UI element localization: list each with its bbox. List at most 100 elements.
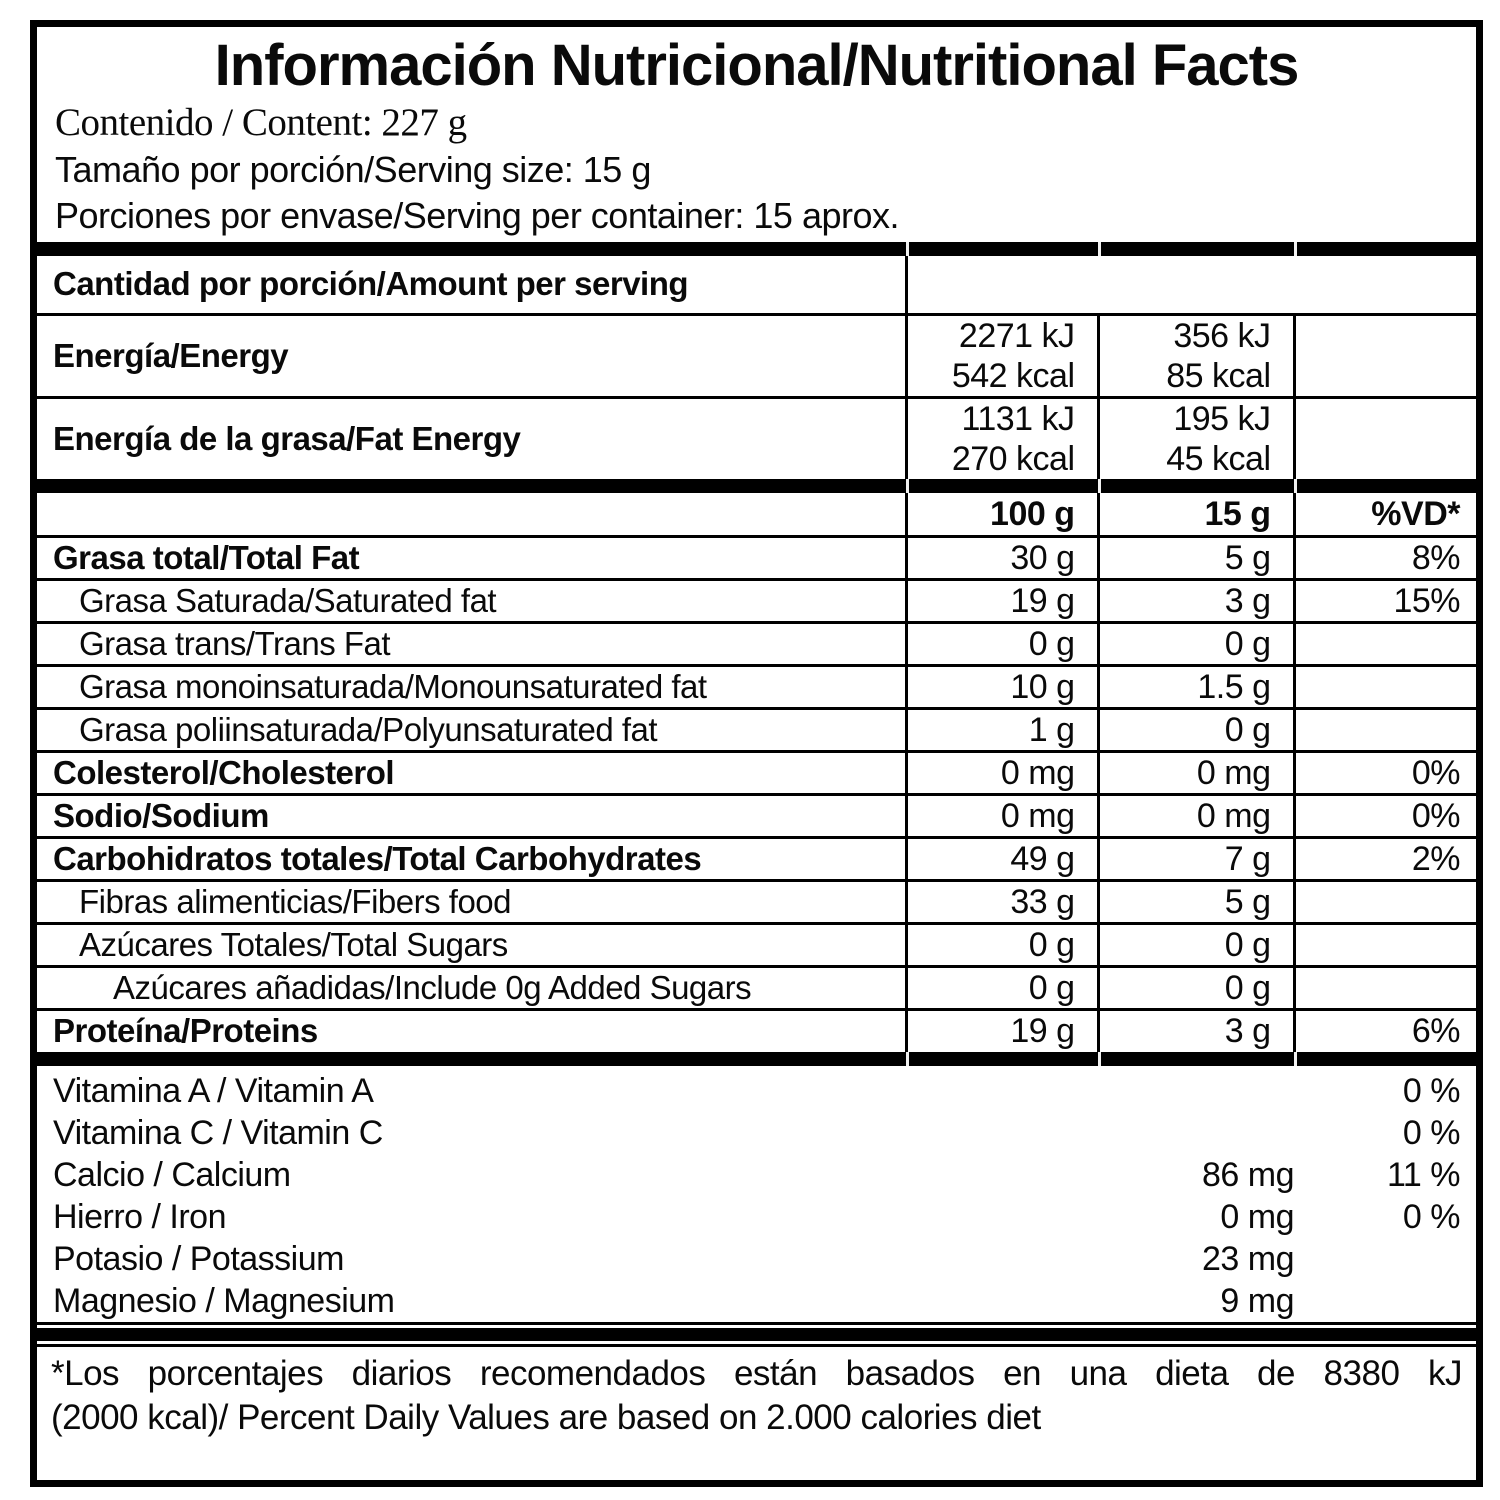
micronutrient-row: Vitamina A / Vitamin A 0 % xyxy=(37,1070,1476,1112)
divider-seam xyxy=(1098,1052,1101,1066)
label-header: Información Nutricional/Nutritional Fact… xyxy=(37,27,1476,242)
nutrient-per-100g-value: 19 g xyxy=(904,577,1100,624)
nutrient-label: Grasa Saturada/Saturated fat xyxy=(37,577,908,624)
nutrient-label: Grasa total/Total Fat xyxy=(37,534,908,581)
divider-seam xyxy=(906,1052,909,1066)
nutrient-label: Azúcares añadidas/Include 0g Added Sugar… xyxy=(37,964,908,1011)
nutrient-per-serving-value: 0 g xyxy=(1096,964,1296,1011)
energy-kcal: 270 kcal xyxy=(951,439,1075,478)
energy-kcal: 542 kcal xyxy=(951,356,1075,395)
nutrient-label: Colesterol/Cholesterol xyxy=(37,749,908,796)
nutrient-per-serving-value: 5 g xyxy=(1096,534,1296,581)
nutrient-vd-value: 8% xyxy=(1292,534,1476,581)
nutrient-row: Sodio/Sodium 0 mg 0 mg 0% xyxy=(37,792,1476,839)
energy-kj: 195 kJ xyxy=(1173,399,1271,438)
divider-line xyxy=(37,1322,1476,1325)
nutrient-vd-value xyxy=(1292,620,1476,667)
micronutrient-label: Vitamina C / Vitamin C xyxy=(53,1113,383,1152)
nutrient-per-serving-value: 0 g xyxy=(1096,620,1296,667)
nutrient-label: Grasa monoinsaturada/Monounsaturated fat xyxy=(37,663,908,710)
micronutrient-amount: 86 mg xyxy=(1202,1155,1295,1194)
micronutrient-label: Vitamina A / Vitamin A xyxy=(53,1071,374,1110)
micronutrient-row: Magnesio / Magnesium 9 mg xyxy=(37,1280,1476,1322)
nutrient-row: Grasa monoinsaturada/Monounsaturated fat… xyxy=(37,663,1476,710)
nutrient-vd-value xyxy=(1292,878,1476,925)
divider-seam xyxy=(1098,479,1101,493)
nutrient-vd-value: 0% xyxy=(1292,792,1476,839)
divider-gap xyxy=(37,1341,1476,1344)
nutrient-vd-value xyxy=(1292,663,1476,710)
nutrient-label: Sodio/Sodium xyxy=(37,792,908,839)
micronutrient-vd-value: 0 % xyxy=(1402,1113,1461,1152)
energy-per-100g-value: 1131 kJ 270 kcal xyxy=(904,395,1100,481)
nutrient-row: Grasa poliinsaturada/Polyunsaturated fat… xyxy=(37,706,1476,753)
micronutrient-amount: 23 mg xyxy=(1202,1239,1295,1278)
energy-kj: 356 kJ xyxy=(1173,316,1271,355)
servings-per-container-line: Porciones por envase/Serving per contain… xyxy=(55,195,900,236)
nutrient-per-100g-value: 19 g xyxy=(904,1007,1100,1054)
nutrient-vd-value: 6% xyxy=(1292,1007,1476,1054)
amount-per-serving-empty-cell xyxy=(904,254,1476,316)
energy-kcal: 45 kcal xyxy=(1166,439,1271,478)
micronutrient-label: Magnesio / Magnesium xyxy=(53,1281,395,1320)
divider-seam xyxy=(1294,242,1297,256)
energy-kj: 2271 kJ xyxy=(958,316,1075,355)
divider-seam xyxy=(1294,1052,1297,1066)
nutrient-per-100g-value: 49 g xyxy=(904,835,1100,882)
thick-divider-top xyxy=(37,242,1476,256)
nutrient-per-serving-value: 0 g xyxy=(1096,921,1296,968)
nutrient-per-100g-value: 0 g xyxy=(904,620,1100,667)
column-header-vd: %VD* xyxy=(1292,491,1476,538)
energy-per-serving-value: 195 kJ 45 kcal xyxy=(1096,395,1296,481)
nutrient-vd-value: 0% xyxy=(1292,749,1476,796)
nutrition-label: Información Nutricional/Nutritional Fact… xyxy=(30,20,1483,1487)
energy-row: Energía/Energy 2271 kJ 542 kcal 356 kJ 85 kc… xyxy=(37,312,1476,399)
content-line: Contenido / Content: 227 g xyxy=(55,101,467,144)
nutrient-vd-value: 2% xyxy=(1292,835,1476,882)
nutrient-per-100g-value: 0 mg xyxy=(904,792,1100,839)
nutrient-vd-value xyxy=(1292,964,1476,1011)
energy-vd-empty-cell xyxy=(1292,395,1476,481)
nutrient-vd-value: 15% xyxy=(1292,577,1476,624)
thick-divider-middle xyxy=(37,479,1476,493)
nutrient-label: Carbohidratos totales/Total Carbohydrate… xyxy=(37,835,908,882)
micronutrient-vd-value: 11 % xyxy=(1387,1155,1460,1194)
amount-per-serving-row: Cantidad por porción/Amount per serving xyxy=(37,254,1476,316)
micronutrient-row: Vitamina C / Vitamin C 0 % xyxy=(37,1112,1476,1154)
label-title: Información Nutricional/Nutritional Fact… xyxy=(214,33,1300,98)
energy-table: Cantidad por porción/Amount per serving … xyxy=(37,254,1476,481)
divider-seam xyxy=(1294,479,1297,493)
nutrient-label: Proteína/Proteins xyxy=(37,1007,908,1054)
micronutrient-amount: 0 mg xyxy=(1220,1197,1294,1236)
nutrient-row: Carbohidratos totales/Total Carbohydrate… xyxy=(37,835,1476,882)
divider-seam xyxy=(906,242,909,256)
nutrient-label: Grasa poliinsaturada/Polyunsaturated fat xyxy=(37,706,908,753)
energy-vd-empty-cell xyxy=(1292,312,1476,399)
footnote: *Los porcentajes diarios recomendados es… xyxy=(37,1344,1476,1440)
column-header-15g: 15 g xyxy=(1096,491,1296,538)
nutrient-per-100g-value: 0 g xyxy=(904,921,1100,968)
energy-per-100g-value: 2271 kJ 542 kcal xyxy=(904,312,1100,399)
nutrient-per-serving-value: 3 g xyxy=(1096,577,1296,624)
energy-kcal: 85 kcal xyxy=(1166,356,1271,395)
divider-gap xyxy=(37,1325,1476,1328)
nutrient-vd-value xyxy=(1292,706,1476,753)
micronutrient-label: Hierro / Iron xyxy=(53,1197,227,1236)
column-header-empty xyxy=(37,491,908,538)
thick-divider-bottom xyxy=(37,1052,1476,1066)
micronutrient-row: Potasio / Potassium 23 mg xyxy=(37,1238,1476,1280)
nutrient-per-serving-value: 0 g xyxy=(1096,706,1296,753)
nutrient-per-100g-value: 0 g xyxy=(904,964,1100,1011)
energy-kj: 1131 kJ xyxy=(961,399,1075,438)
micronutrient-vd-value: 0 % xyxy=(1402,1197,1461,1236)
nutrient-per-serving-value: 7 g xyxy=(1096,835,1296,882)
nutrient-row: Colesterol/Cholesterol 0 mg 0 mg 0% xyxy=(37,749,1476,796)
nutrient-label: Grasa trans/Trans Fat xyxy=(37,620,908,667)
serving-size-line: Tamaño por porción/Serving size: 15 g xyxy=(55,149,651,190)
nutrient-vd-value xyxy=(1292,921,1476,968)
